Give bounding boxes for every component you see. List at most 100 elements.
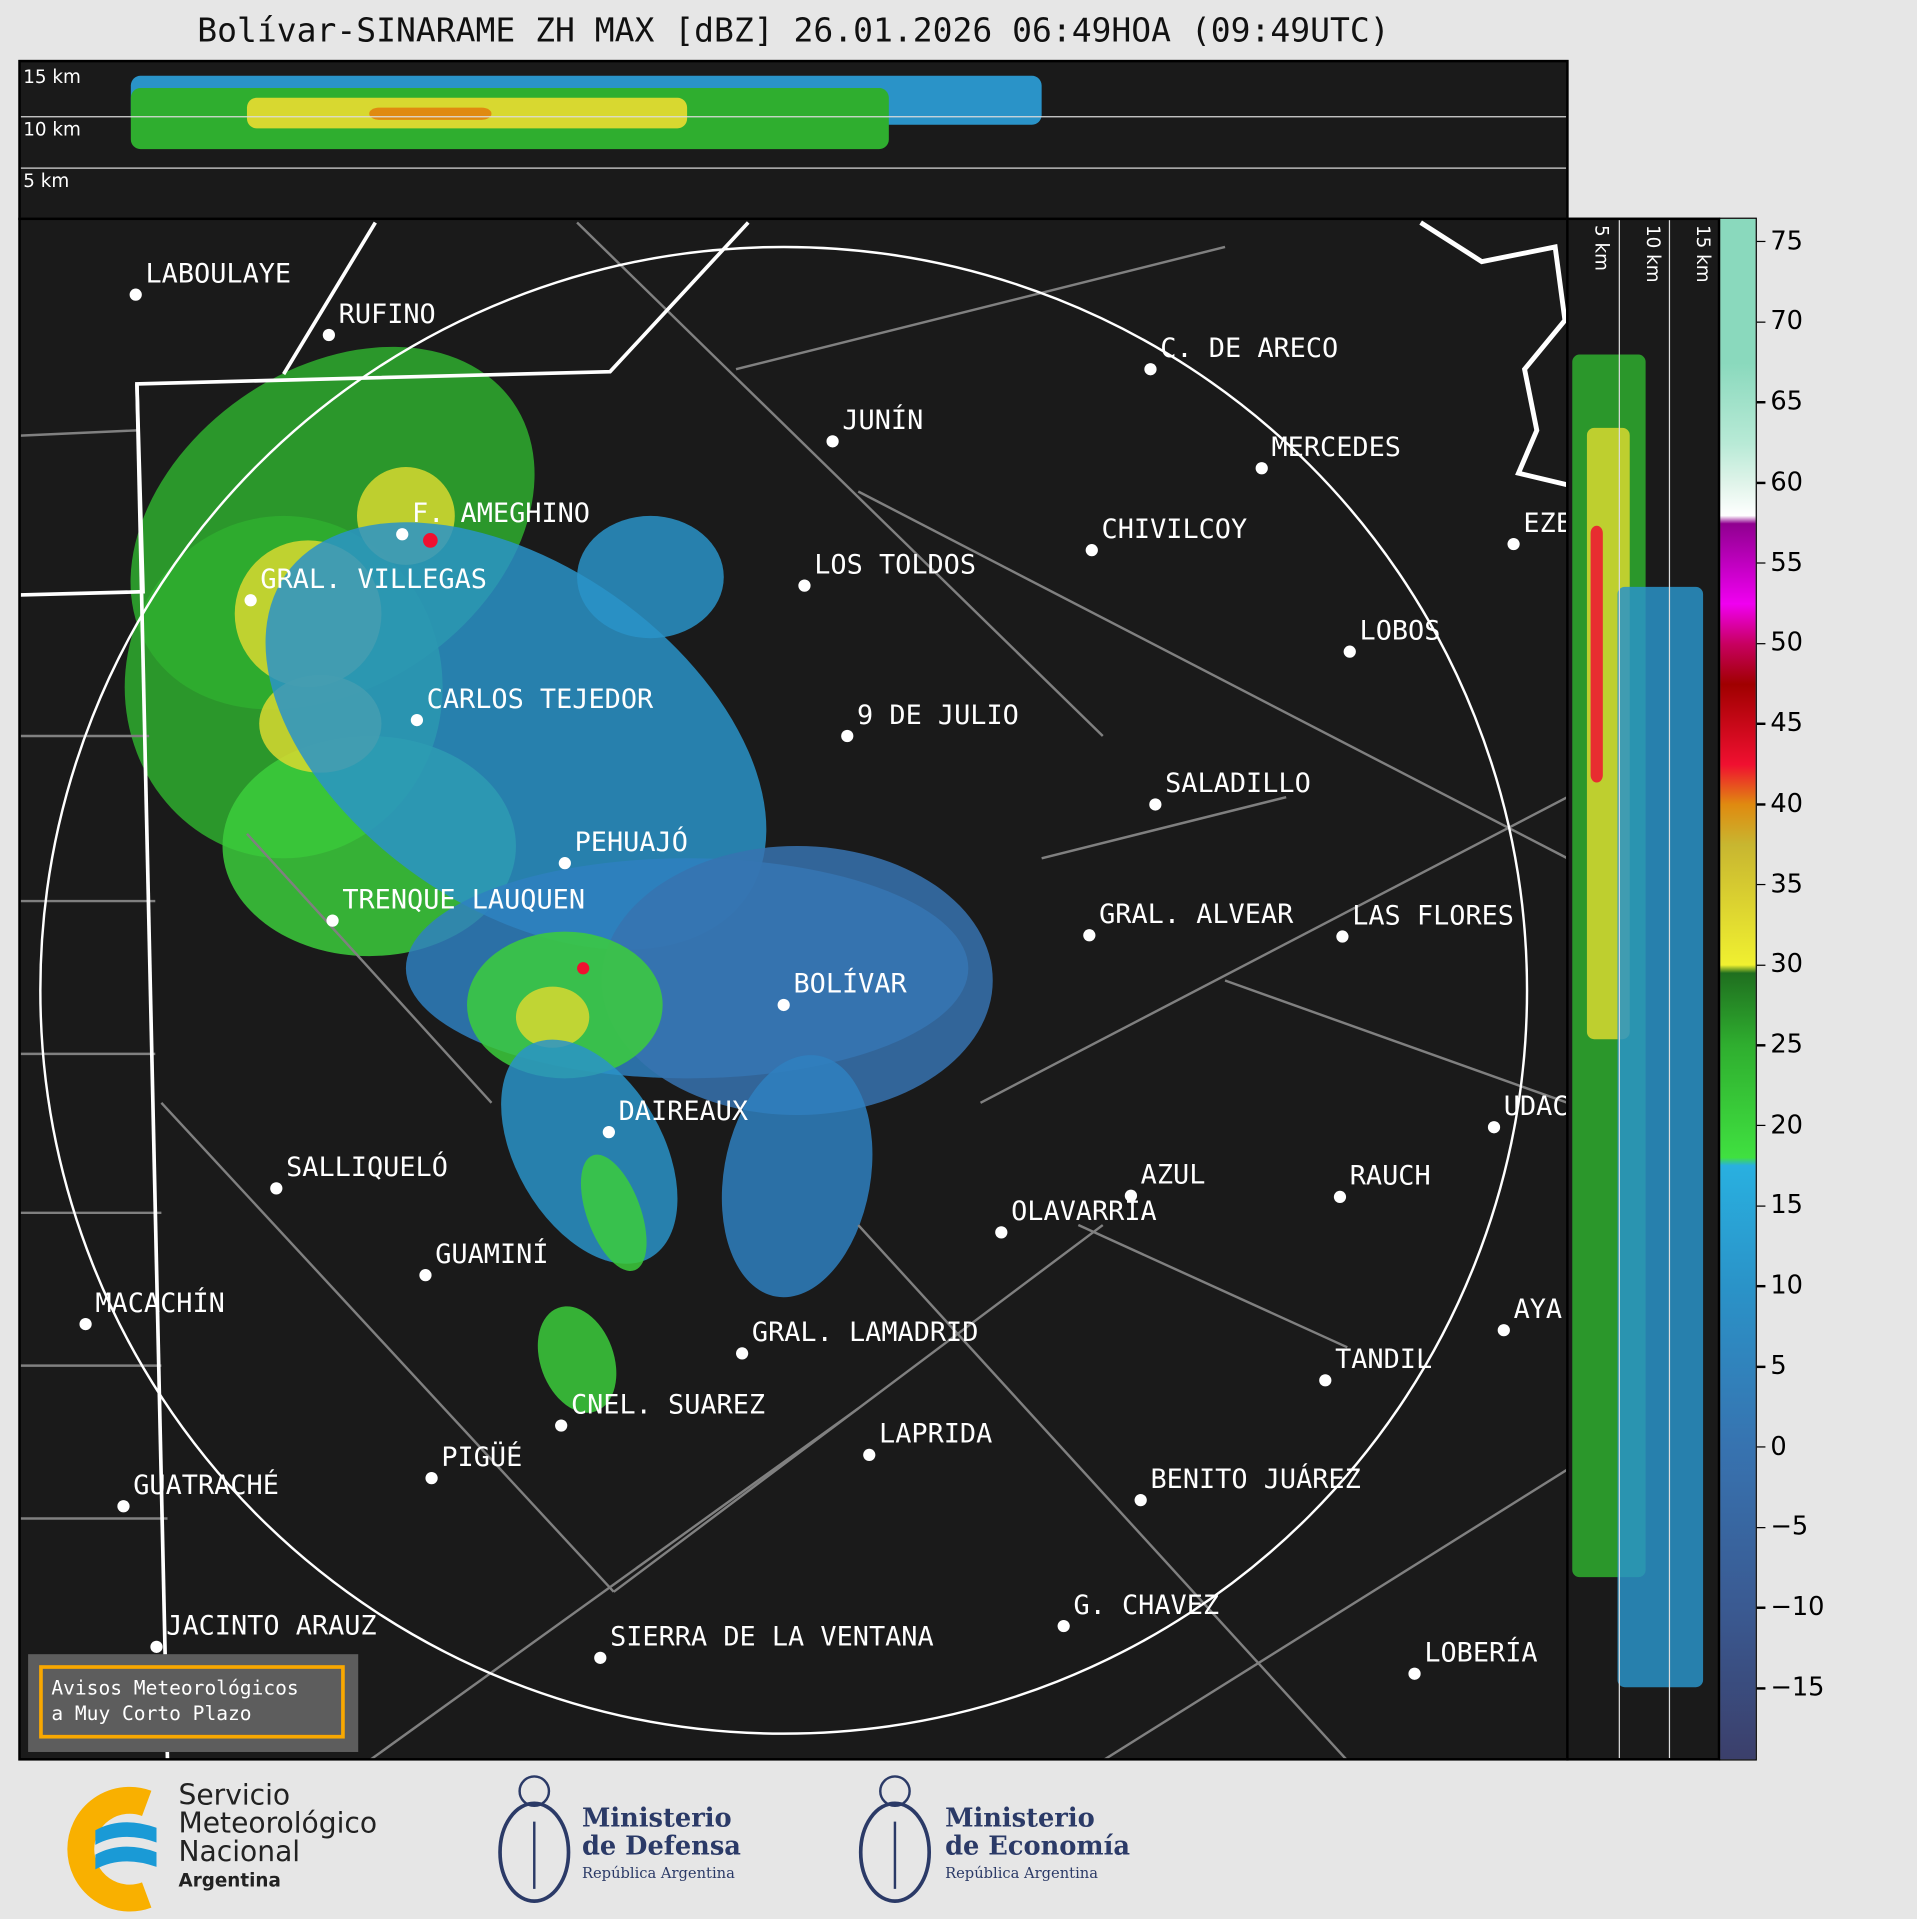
radar-echo xyxy=(515,986,590,1048)
city-label: CHIVILCOY xyxy=(1102,514,1248,545)
radar-echo xyxy=(537,1306,617,1413)
radar-map[interactable]: LABOULAYE RUFINO C. DE ARECO JUNÍN MERCEDES F… xyxy=(18,217,1569,1761)
department-boundary xyxy=(979,796,1567,1104)
city-label: JUNÍN xyxy=(842,404,923,436)
economia-line: Ministerio xyxy=(945,1802,1095,1833)
city-marker xyxy=(244,594,257,607)
city-marker xyxy=(1149,798,1162,811)
city-label: CNEL. SUAREZ xyxy=(571,1389,765,1420)
city-marker xyxy=(1507,537,1520,551)
coastline xyxy=(1419,220,1567,488)
department-boundary xyxy=(576,221,1104,737)
city-label: TANDIL xyxy=(1335,1344,1432,1375)
city-label: AZUL xyxy=(1141,1159,1206,1190)
colorbar-tick: 35 xyxy=(1757,869,1803,898)
colorbar-tick: 10 xyxy=(1757,1271,1803,1300)
colorbar-tick: 0 xyxy=(1757,1431,1786,1460)
city-marker xyxy=(1487,1121,1501,1134)
city-marker xyxy=(150,1640,163,1653)
height-label: 10 km xyxy=(1641,224,1664,283)
city-label: JACINTO ARAUZ xyxy=(166,1611,376,1642)
city-label: SALLIQUELÓ xyxy=(286,1151,448,1183)
colorbar-tick: 60 xyxy=(1757,467,1803,496)
top-cross-section: 15 km 10 km 5 km xyxy=(18,59,1569,221)
colorbar-tick: 40 xyxy=(1757,788,1803,817)
city-label: PEHUAJÓ xyxy=(575,826,688,858)
range-ring xyxy=(39,245,1529,1735)
department-boundary xyxy=(20,429,137,437)
city-label: MACACHÍN xyxy=(95,1287,224,1319)
department-boundary xyxy=(1041,795,1287,860)
city-marker xyxy=(736,1347,749,1360)
city-label: LOBERÍA xyxy=(1424,1637,1537,1669)
smn-line: Servicio xyxy=(178,1780,291,1812)
smn-line: Argentina xyxy=(178,1869,281,1892)
top-echoes xyxy=(130,75,1042,150)
city-marker xyxy=(863,1448,876,1462)
city-marker xyxy=(1085,544,1098,557)
height-label: 5 km xyxy=(23,169,70,192)
grid-line-5km xyxy=(20,167,1567,169)
coat-of-arms-icon xyxy=(498,1775,571,1903)
smn-line: Meteorológico xyxy=(178,1808,378,1841)
city-marker xyxy=(270,1182,283,1195)
avisos-button[interactable]: Avisos Meteorológicos a Muy Corto Plazo xyxy=(28,1654,359,1752)
department-boundary xyxy=(857,1224,1347,1759)
city-label: 9 DE JULIO xyxy=(857,700,1019,731)
colorbar-tick: −15 xyxy=(1757,1672,1824,1701)
city-marker xyxy=(1336,930,1349,943)
city-label: GUAMINÍ xyxy=(435,1238,548,1270)
grid-line-10km xyxy=(20,116,1567,118)
city-label: GRAL. VILLEGAS xyxy=(260,564,487,595)
city-label: GUATRACHÉ xyxy=(133,1469,279,1501)
department-boundary xyxy=(1077,1223,1348,1349)
defensa-line: Ministerio xyxy=(581,1802,732,1833)
city-marker xyxy=(1255,462,1268,475)
city-marker xyxy=(841,729,854,743)
profile-echo xyxy=(1590,525,1603,783)
figure-title: Bolívar-SINARAME ZH MAX [dBZ] 26.01.2026… xyxy=(197,12,1390,51)
city-marker xyxy=(1408,1667,1421,1680)
colorbar-tick: −5 xyxy=(1757,1512,1808,1541)
city-label: TRENQUE LAUQUEN xyxy=(342,884,585,915)
city-label: LOS TOLDOS xyxy=(814,549,976,580)
colorbar-tick: 65 xyxy=(1757,387,1803,416)
colorbar-tick: 70 xyxy=(1757,306,1803,335)
city-marker xyxy=(602,1126,615,1139)
radar-echo xyxy=(580,1154,647,1271)
city-label: LABOULAYE xyxy=(145,258,291,289)
city-label: RAUCH xyxy=(1350,1161,1431,1192)
avisos-line2: a Muy Corto Plazo xyxy=(51,1701,252,1726)
city-label: CARLOS TEJEDOR xyxy=(427,684,654,715)
city-label: C. DE ARECO xyxy=(1160,333,1338,364)
city-label: LOBOS xyxy=(1360,615,1441,646)
city-marker xyxy=(1497,1324,1510,1337)
radar-echo-core xyxy=(423,533,438,548)
profile-echo xyxy=(369,107,492,120)
coat-of-arms-icon xyxy=(858,1775,932,1903)
department-boundary xyxy=(246,832,493,1104)
department-boundary xyxy=(370,1407,859,1759)
city-marker xyxy=(1057,1619,1070,1633)
height-label: 15 km xyxy=(1692,224,1715,283)
city-label: SALADILLO xyxy=(1165,768,1311,799)
city-label: LAPRIDA xyxy=(879,1419,992,1450)
department-boundary xyxy=(1104,1468,1567,1759)
economia-line: de Economía xyxy=(945,1830,1130,1861)
city-label: BOLÍVAR xyxy=(793,968,907,1000)
grid-line-10km xyxy=(1668,220,1671,1759)
colorbar-tick: 55 xyxy=(1757,547,1803,576)
city-label: EZE xyxy=(1523,508,1568,539)
city-label: OLAVARRÍA xyxy=(1011,1195,1157,1227)
department-boundary xyxy=(1224,979,1567,1104)
colorbar-tick: 25 xyxy=(1757,1029,1803,1058)
city-label: LAS FLORES xyxy=(1352,900,1514,931)
colorbar-tick: 75 xyxy=(1757,226,1803,255)
colorbar-tick: 45 xyxy=(1757,708,1803,737)
colorbar-tick: 15 xyxy=(1757,1190,1803,1219)
colorbar-tick: −10 xyxy=(1757,1592,1824,1621)
city-marker xyxy=(326,914,339,927)
city-marker xyxy=(555,1419,568,1432)
defensa-line: de Defensa xyxy=(581,1830,741,1861)
